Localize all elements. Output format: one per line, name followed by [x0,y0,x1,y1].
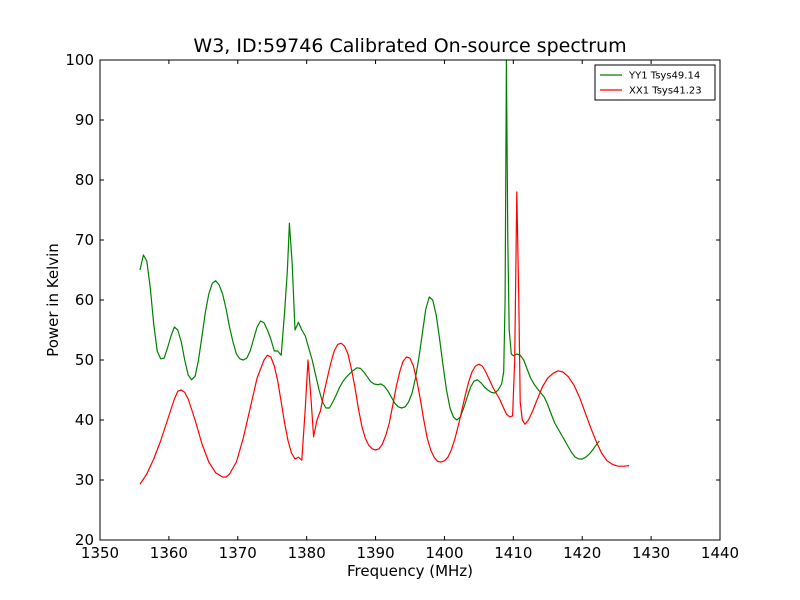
y-tick-label: 20 [75,531,94,549]
y-tick-label: 70 [75,231,94,249]
y-tick-label: 100 [65,51,94,69]
y-tick-label: 80 [75,171,94,189]
x-tick-label: 1430 [632,544,670,562]
y-tick-label: 40 [75,411,94,429]
y-tick-label: 30 [75,471,94,489]
series-layer [139,59,630,485]
x-tick-label: 1400 [425,544,463,562]
chart-title: W3, ID:59746 Calibrated On-source spectr… [193,35,626,57]
legend-entry-0: YY1 Tsys49.14 [628,71,700,82]
series-line-0 [139,59,600,460]
y-tick-label: 60 [75,291,94,309]
y-tick-label: 90 [75,111,94,129]
x-tick-label: 1350 [81,544,119,562]
x-axis-label: Frequency (MHz) [347,562,473,580]
ticks-layer: 1350 1360 1370 1380 1390 1400 1410 1420 1430 1440… [65,51,739,562]
legend-entry-1: XX1 Tsys41.23 [629,86,702,97]
plot-frame [99,59,721,541]
x-tick-label: 1440 [701,544,739,562]
y-tick-label: 50 [75,351,94,369]
y-axis-label: Power in Kelvin [44,243,62,357]
series-line-1 [139,191,630,485]
x-tick-label: 1420 [563,544,601,562]
legend: YY1 Tsys49.14 XX1 Tsys41.23 [594,64,716,101]
legend-box [594,64,716,101]
x-tick-label: 1370 [219,544,257,562]
x-tick-label: 1380 [288,544,326,562]
x-tick-label: 1410 [494,544,532,562]
x-tick-label: 1360 [150,544,188,562]
x-tick-label: 1390 [356,544,394,562]
